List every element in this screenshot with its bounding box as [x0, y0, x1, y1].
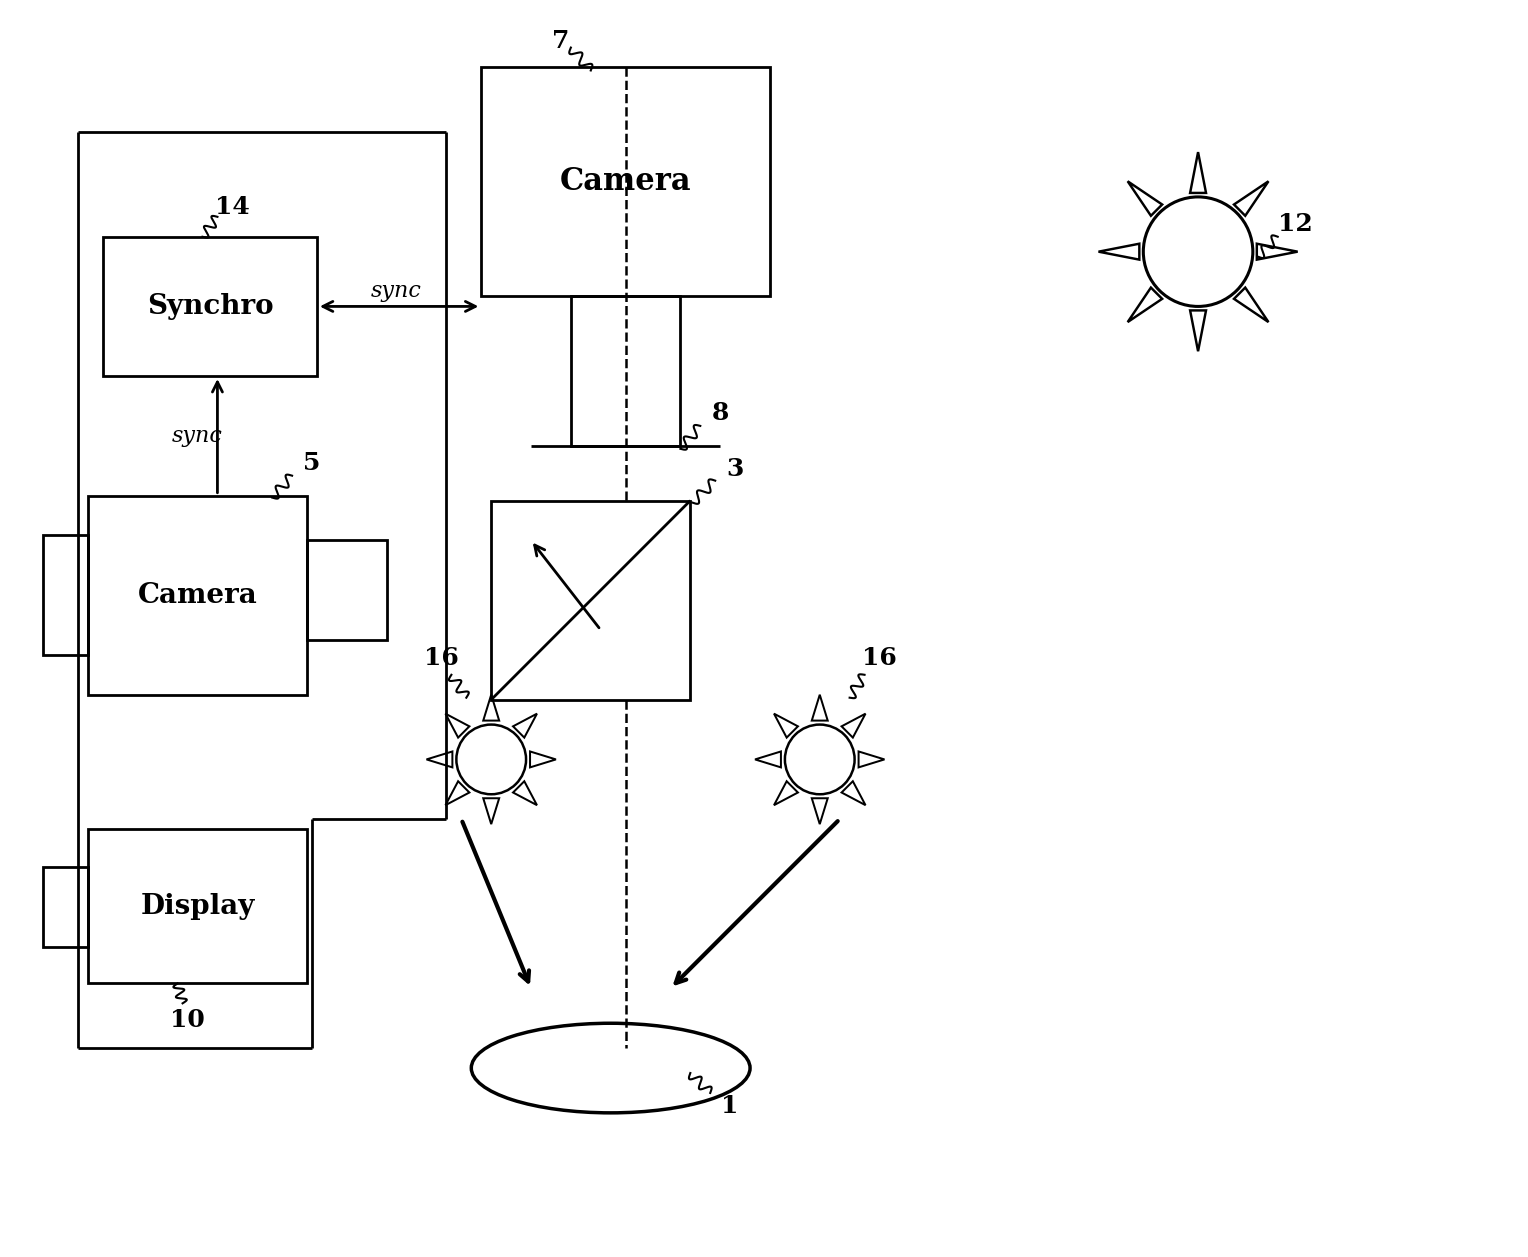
Text: Display: Display	[141, 892, 255, 920]
Bar	[481, 68, 770, 297]
Text: 16: 16	[862, 646, 897, 670]
Text: 10: 10	[170, 1008, 205, 1032]
Bar	[102, 236, 316, 376]
Bar	[571, 297, 680, 446]
Bar	[43, 535, 89, 655]
Text: 7: 7	[552, 29, 570, 53]
Text: Camera: Camera	[138, 582, 257, 608]
Text: Synchro: Synchro	[147, 293, 274, 321]
Text: Camera: Camera	[559, 166, 692, 197]
Text: 14: 14	[215, 195, 249, 219]
Text: 1: 1	[721, 1094, 740, 1117]
Text: 12: 12	[1279, 211, 1313, 236]
Bar	[307, 541, 387, 640]
Bar	[43, 867, 89, 947]
Text: sync: sync	[173, 425, 223, 446]
Text: 5: 5	[304, 451, 321, 475]
Bar	[89, 830, 307, 983]
Text: 16: 16	[425, 646, 458, 670]
Text: 3: 3	[726, 456, 744, 480]
Text: 8: 8	[712, 401, 729, 425]
Text: sync: sync	[371, 280, 422, 303]
Bar	[89, 495, 307, 695]
Bar	[490, 500, 691, 700]
